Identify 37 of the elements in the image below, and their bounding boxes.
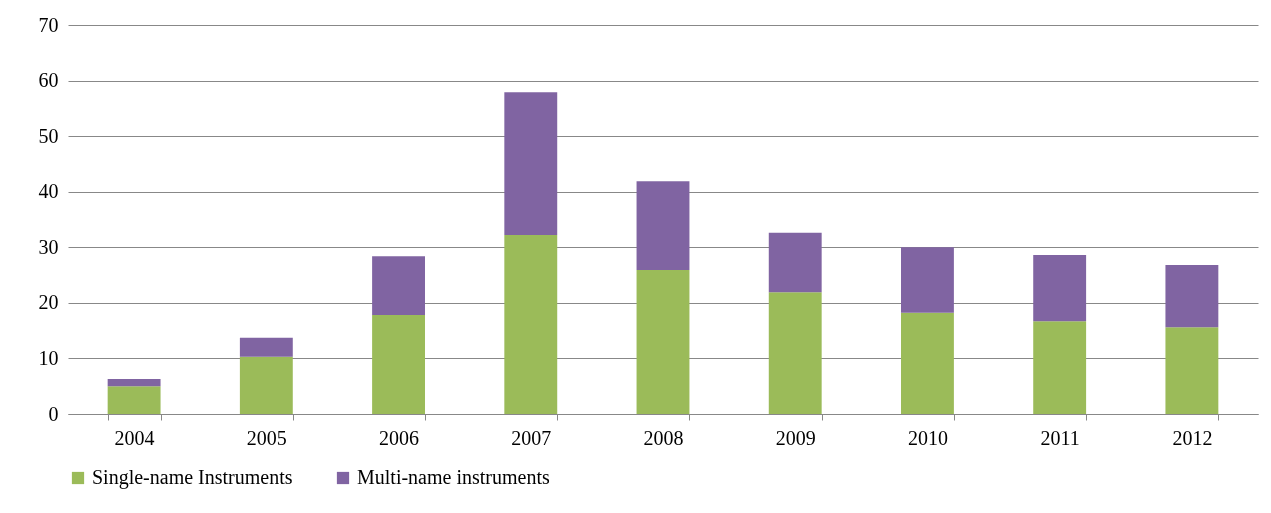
bar	[901, 247, 954, 313]
y-tick-label: 60	[38, 69, 59, 92]
x-tick-label: 2010	[907, 426, 948, 449]
bar	[504, 92, 558, 236]
bar	[372, 256, 425, 316]
bar	[636, 270, 690, 414]
bar	[372, 315, 425, 414]
bar	[239, 356, 293, 414]
bar	[239, 337, 293, 357]
bar	[1033, 321, 1087, 414]
y-tick-label: 20	[38, 291, 59, 314]
legend-label: Single-name Instruments	[92, 466, 293, 489]
y-tick-label: 40	[38, 180, 59, 203]
bar	[504, 235, 558, 414]
y-tick-label: 30	[38, 235, 59, 258]
bar	[901, 312, 954, 414]
bar	[107, 386, 161, 414]
bar	[768, 292, 822, 414]
bar	[768, 232, 822, 293]
y-tick-label: 10	[38, 346, 59, 369]
bar	[1165, 327, 1219, 414]
x-tick-label: 2009	[775, 426, 816, 449]
x-tick-label: 2012	[1172, 426, 1213, 449]
bar	[636, 181, 690, 271]
x-tick-label: 2008	[643, 426, 684, 449]
legend-label: Multi-name instruments	[357, 466, 550, 488]
y-tick-label: 70	[38, 13, 59, 36]
x-tick-label: 2007	[511, 426, 552, 449]
y-tick-label: 0	[48, 402, 59, 425]
x-tick-label: 2006	[379, 426, 420, 449]
x-tick-label: 2005	[246, 426, 287, 449]
bar	[1165, 265, 1219, 328]
y-tick-label: 50	[38, 124, 59, 147]
x-tick-label: 2011	[1040, 426, 1080, 449]
x-tick-label: 2004	[114, 426, 155, 449]
bar	[1033, 255, 1087, 322]
bar	[107, 378, 161, 387]
